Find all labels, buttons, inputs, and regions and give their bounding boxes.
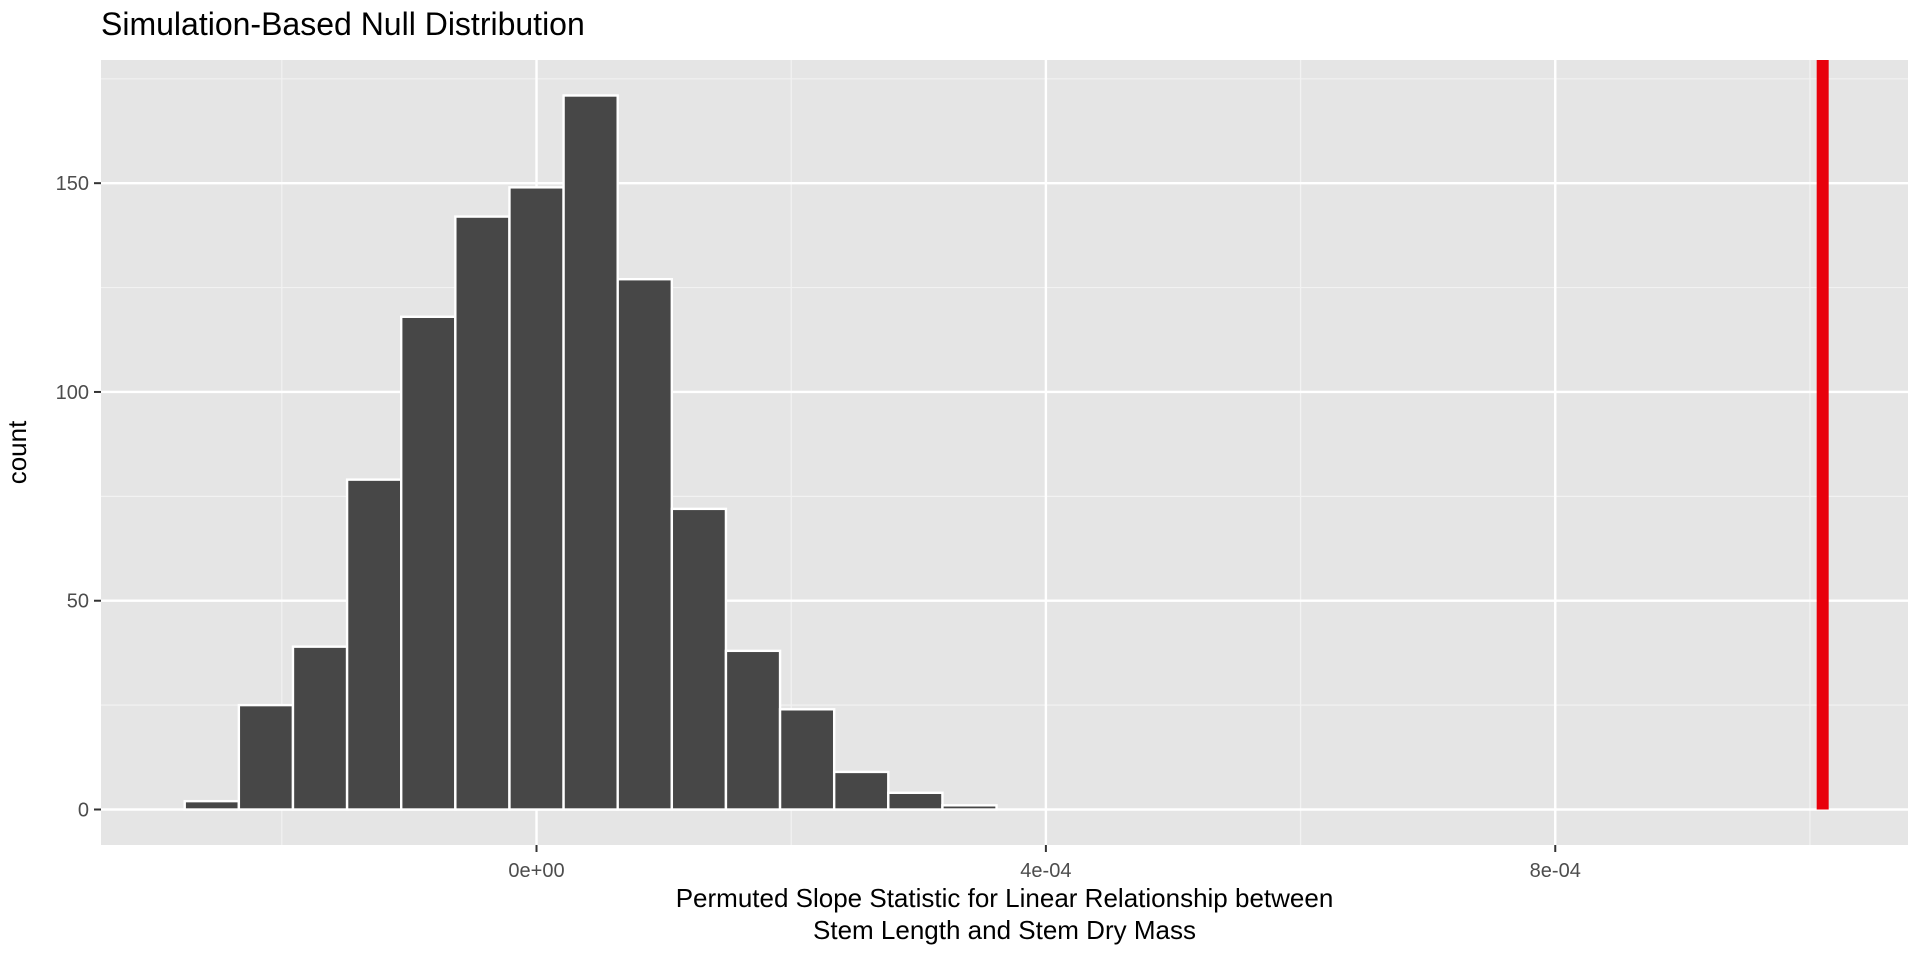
histogram-bar xyxy=(832,770,890,811)
histogram-bar xyxy=(183,799,241,811)
histogram-bars xyxy=(183,94,998,811)
chart-title: Simulation-Based Null Distribution xyxy=(101,6,585,42)
x-axis-title-line-1: Permuted Slope Statistic for Linear Rela… xyxy=(676,883,1334,913)
histogram-bar xyxy=(562,94,619,811)
y-tick-label: 0 xyxy=(78,800,89,822)
x-tick-label: 4e-04 xyxy=(1020,860,1071,882)
x-axis-title-line-2: Stem Length and Stem Dry Mass xyxy=(813,915,1196,945)
x-tick-label: 8e-04 xyxy=(1530,860,1581,882)
histogram-bar xyxy=(291,645,349,811)
x-tick-label: 0e+00 xyxy=(508,860,564,882)
y-axis-title: count xyxy=(2,420,32,484)
y-axis: 0 50 100 150 xyxy=(56,173,101,822)
x-axis: 0e+00 4e-04 8e-04 xyxy=(508,845,1581,882)
histogram-bar xyxy=(508,186,565,811)
y-tick-label: 150 xyxy=(56,173,89,195)
histogram-bar xyxy=(400,315,457,811)
histogram-bar xyxy=(941,804,998,811)
y-tick-label: 50 xyxy=(67,591,89,613)
histogram-bar xyxy=(237,703,295,811)
histogram-bar xyxy=(887,791,944,811)
histogram-bar xyxy=(778,708,836,811)
histogram-bar xyxy=(454,215,511,811)
histogram-bar xyxy=(670,507,728,811)
histogram-bar xyxy=(345,478,403,811)
histogram-bar xyxy=(724,649,782,811)
y-tick-label: 100 xyxy=(56,382,89,404)
histogram-bar xyxy=(616,278,674,811)
